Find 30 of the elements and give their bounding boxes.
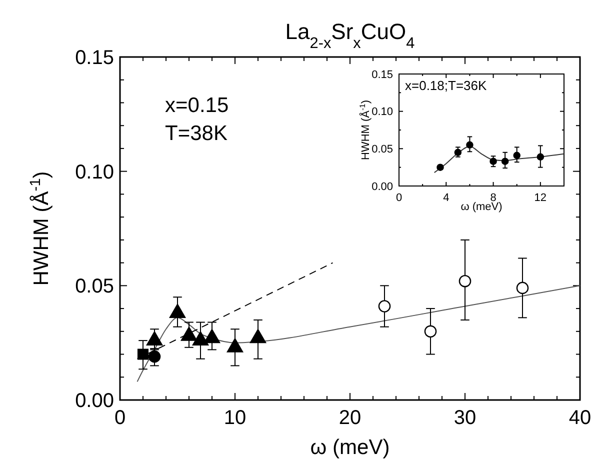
point bbox=[466, 141, 474, 149]
x-tick-label: 8 bbox=[490, 192, 496, 204]
x-tick-label: 10 bbox=[224, 407, 246, 429]
chart-title: La$_{2-x}$Sr$_{x}$CuO$_{4}$ bbox=[285, 19, 416, 52]
y-tick-label: 0.05 bbox=[372, 144, 393, 156]
x-tick-label: 30 bbox=[454, 407, 476, 429]
point bbox=[490, 158, 497, 165]
x-tick-label: 4 bbox=[443, 192, 450, 204]
point bbox=[513, 152, 520, 160]
point bbox=[536, 153, 544, 160]
y-tick-label: 0.00 bbox=[75, 390, 114, 412]
x-tick-label: 0 bbox=[114, 407, 126, 429]
y-tick-label: 0.05 bbox=[75, 276, 114, 298]
x-tick-label: 0 bbox=[396, 192, 402, 204]
x-axis-title: ω (meV) bbox=[310, 436, 390, 459]
line-series bbox=[136, 285, 580, 382]
y-tick-label: 0.10 bbox=[75, 161, 114, 184]
annotation: x=0.15 bbox=[165, 94, 229, 117]
point bbox=[454, 148, 462, 156]
y-tick-label: 0.15 bbox=[372, 68, 393, 81]
x-tick-label: 20 bbox=[338, 407, 362, 429]
annotation: T=38K bbox=[165, 122, 228, 145]
point bbox=[501, 158, 509, 165]
annotation: x=0.18;T=36K bbox=[405, 78, 487, 93]
x-tick-label: 40 bbox=[568, 407, 592, 429]
x-axis-title: ω (meV) bbox=[460, 201, 502, 213]
y-tick-label: 0.15 bbox=[75, 47, 114, 69]
x-tick-label: 12 bbox=[534, 192, 547, 204]
y-tick-label: 0.00 bbox=[372, 180, 393, 193]
y-tick-label: 0.10 bbox=[372, 106, 393, 118]
